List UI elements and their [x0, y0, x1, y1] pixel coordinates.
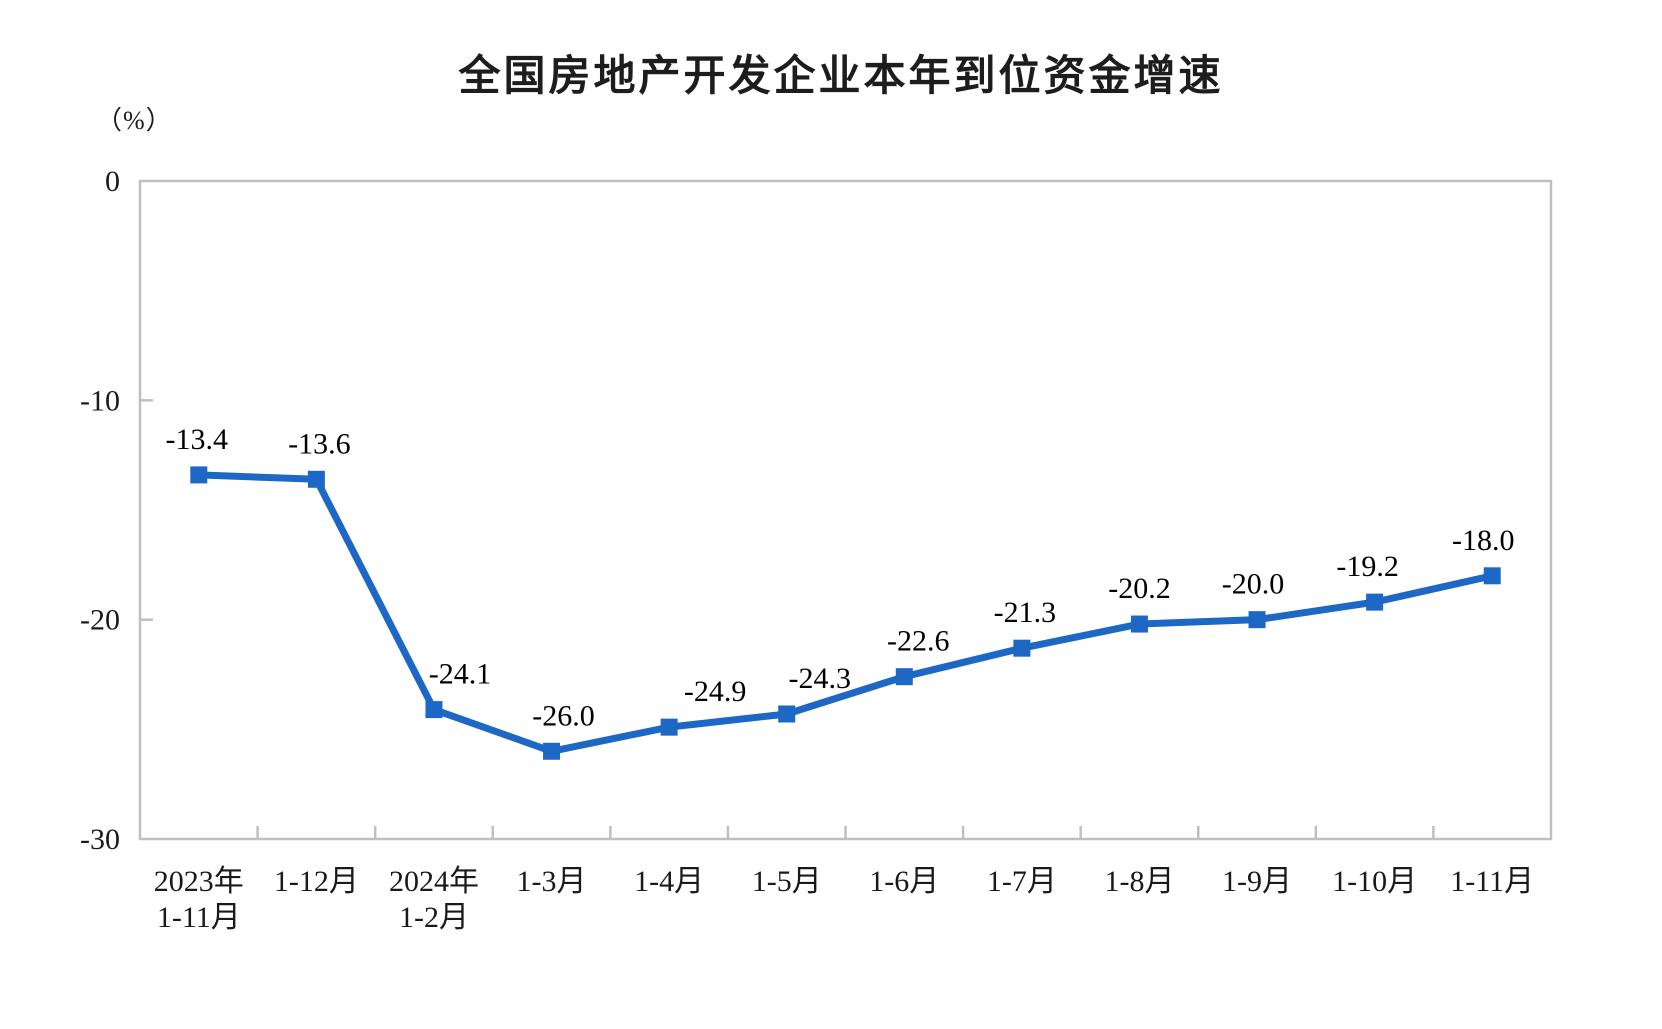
- data-point-marker: [895, 668, 913, 686]
- data-point-marker: [307, 470, 325, 488]
- x-axis-tick-label: 1-7月: [987, 865, 1057, 898]
- data-point-marker: [1366, 593, 1384, 611]
- x-axis-tick-label: 1-6月: [869, 865, 939, 898]
- x-axis-tick-label: 2024年: [389, 865, 479, 898]
- x-axis-tick-label: 1-2月: [399, 901, 469, 934]
- data-point-label: -21.3: [994, 596, 1057, 629]
- x-axis-tick-label: 1-12月: [274, 865, 359, 898]
- x-axis-tick-label: 1-5月: [752, 865, 822, 898]
- x-axis-tick-label: 1-3月: [517, 865, 587, 898]
- chart-title: 全国房地产开发企业本年到位资金增速: [458, 52, 1224, 99]
- y-axis-tick-label: -30: [80, 823, 120, 856]
- data-point-label: -24.3: [788, 662, 851, 695]
- y-axis-tick-label: 0: [105, 165, 120, 198]
- data-point-marker: [543, 742, 561, 760]
- data-point-marker: [1013, 639, 1031, 657]
- data-point-marker: [778, 705, 796, 723]
- x-axis-tick-label: 1-10月: [1332, 865, 1417, 898]
- data-point-label: -22.6: [887, 625, 950, 658]
- data-point-marker: [190, 466, 208, 484]
- data-point-marker: [425, 701, 443, 719]
- data-point-label: -24.9: [684, 675, 747, 708]
- data-point-label: -20.0: [1222, 568, 1285, 601]
- y-axis-tick-label: -10: [80, 384, 120, 417]
- x-axis-tick-label: 1-4月: [634, 865, 704, 898]
- series-line: [195, 471, 1496, 755]
- data-point-marker: [1130, 615, 1148, 633]
- data-point-label: -26.0: [532, 699, 595, 732]
- data-point-label: -13.6: [288, 427, 351, 460]
- x-axis-tick-label: 2023年: [154, 865, 244, 898]
- plot-border: [138, 179, 1553, 841]
- data-point-label: -24.1: [429, 658, 492, 691]
- data-point-label: -13.4: [166, 423, 229, 456]
- data-point-marker: [1248, 611, 1266, 629]
- y-axis-unit-label: （%）: [96, 106, 173, 135]
- x-axis-tick-label: 1-11月: [157, 901, 241, 934]
- y-axis-tick-label: -20: [80, 604, 120, 637]
- data-point-label: -20.2: [1108, 572, 1171, 605]
- data-point-label: -18.0: [1452, 524, 1515, 557]
- data-point-marker: [1483, 567, 1501, 585]
- data-point-marker: [660, 718, 678, 736]
- x-axis-tick-label: 1-8月: [1104, 865, 1174, 898]
- x-axis-tick-label: 1-11月: [1450, 865, 1534, 898]
- data-point-label: -19.2: [1336, 550, 1399, 583]
- x-axis-tick-label: 1-9月: [1222, 865, 1292, 898]
